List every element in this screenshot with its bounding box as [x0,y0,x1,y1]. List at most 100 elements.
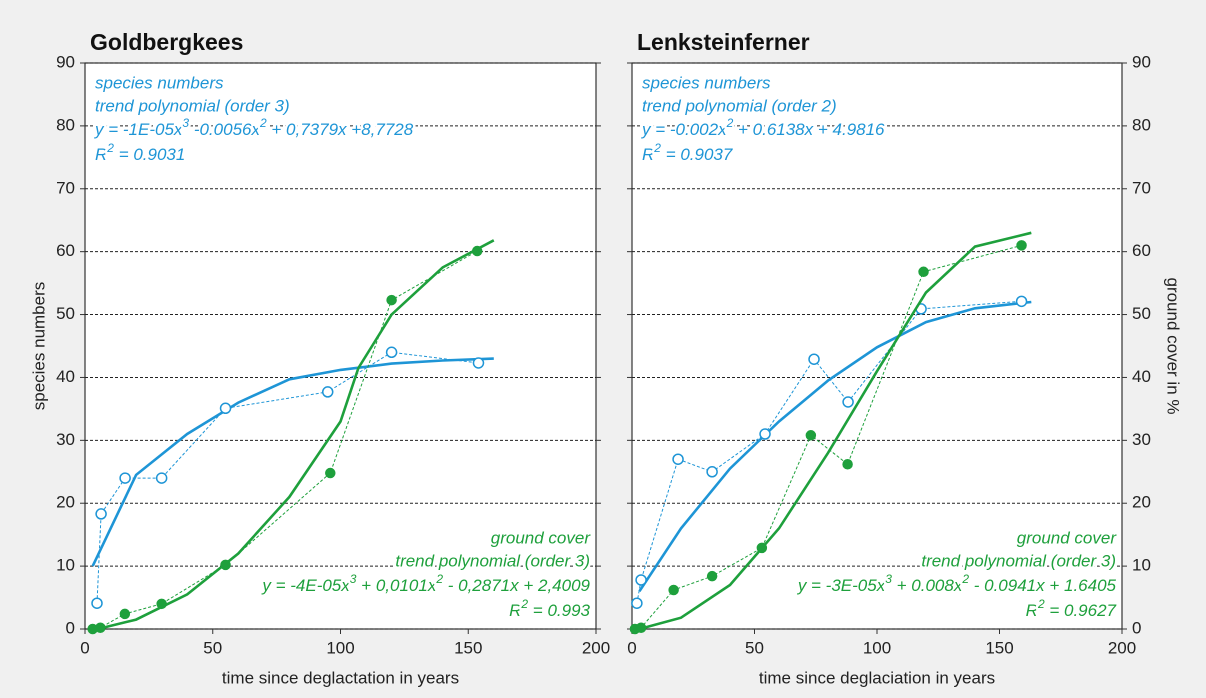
data-point [119,608,131,620]
x-tick-label: 200 [1108,638,1136,657]
y-tick-label: 40 [1132,367,1151,386]
annotation-part: 3 [885,572,892,586]
data-point [386,294,397,306]
annotation: ground cover [491,528,592,547]
y-tick-label: 20 [56,493,75,512]
data-point [385,346,398,359]
data-point [635,622,647,633]
y-tick-label: 30 [1132,430,1151,449]
y-axis-label: ground cover in % [1164,277,1183,414]
annotation-part: y = -1E-05x [94,120,183,139]
annotation-part: - 0.0941x + 1.6405 [969,576,1117,595]
annotation: trend polynomial (order 2) [642,96,837,115]
trend-line [638,300,1032,593]
x-tick-label: 50 [745,638,764,657]
annotation: R2 = 0.9627 [1026,597,1117,620]
title: Goldbergkees [90,29,243,55]
data-point [759,428,771,440]
data-point [321,386,334,398]
data-point [706,570,718,582]
data-point [472,357,485,369]
data-point [918,266,929,278]
annotation: R2 = 0.9037 [642,141,733,164]
x-tick-label: 100 [326,638,354,657]
y-tick-label: 10 [1132,556,1151,575]
y-tick-label: 0 [1132,618,1141,637]
annotation: trend polynomial (order 3) [395,551,590,570]
x-axis-label: time since deglactation in years [222,668,459,687]
annotation-part: = 0.9031 [114,145,185,164]
annotation-part: + 0.008x [892,576,963,595]
y-tick-label: 60 [1132,241,1151,260]
x-tick-label: 0 [627,638,636,657]
x-tick-label: 200 [582,638,610,657]
data-point [672,453,684,465]
annotation-part: -0.0056x [189,120,260,139]
data-point [95,622,106,633]
annotation-part: y = -0.002x [641,120,727,139]
data-point [91,597,103,609]
data-point [119,472,131,484]
data-point [842,458,853,470]
annotation-part: 2 [653,141,661,155]
y-tick-label: 20 [1132,493,1151,512]
data-point [1016,240,1027,251]
data-point [155,472,168,484]
annotation: trend polynomial (order 3) [921,551,1116,570]
data-point [156,598,167,610]
x-tick-label: 150 [985,638,1013,657]
plot-area [84,62,597,630]
data-point [842,396,854,408]
y-tick-label: 10 [56,556,75,575]
data-line [634,244,1022,630]
annotation-part: 2 [106,141,114,155]
annotation-part: y = -4E-05x [261,576,350,595]
annotation: R2 = 0.993 [509,597,590,620]
annotation: species numbers [95,73,224,92]
data-point [756,542,768,554]
annotation-part: = 0.9037 [661,145,733,164]
annotation-part: + 0,7379x +8,7728 [267,120,414,139]
y-tick-label: 50 [56,304,75,323]
annotation: trend polynomial (order 3) [95,96,290,115]
y-tick-label: 60 [56,241,75,260]
data-line [96,351,479,604]
annotation: y = -3E-05x3 + 0.008x2 - 0.0941x + 1.640… [797,572,1117,595]
annotation-part: 3 [182,116,189,130]
y-tick-label: 30 [56,430,75,449]
data-point [706,466,718,478]
y-tick-label: 80 [1132,115,1151,134]
data-point [471,245,483,257]
annotation: y = -0.002x2 + 0.6138x + 4.9816 [641,116,885,139]
data-point [325,467,336,479]
data-point [219,402,232,415]
data-point [631,597,643,609]
annotation-part: R [509,601,521,620]
y-tick-label: 90 [1132,52,1151,71]
annotation-part: = 0.993 [528,601,590,620]
x-tick-label: 100 [863,638,891,657]
data-point [1015,295,1028,308]
y-tick-label: 40 [56,367,75,386]
data-point [220,559,231,571]
data-point [635,574,647,586]
y-tick-label: 50 [1132,304,1151,323]
trend-line [91,357,494,567]
annotation-part: + 0,0101x [356,576,436,595]
annotation-part: - 0,2871x + 2,4009 [443,576,591,595]
y-tick-label: 70 [56,178,75,197]
data-point [95,508,107,520]
annotation-part: 2 [520,597,528,611]
y-tick-label: 0 [66,618,75,637]
annotation-part: R [95,145,107,164]
annotation-part: + 0.6138x + 4.9816 [733,120,885,139]
x-tick-label: 0 [80,638,89,657]
annotation-part: R [642,145,654,164]
data-point [808,353,820,365]
annotation-part: 3 [350,572,357,586]
y-tick-label: 90 [56,52,75,71]
y-tick-label: 70 [1132,178,1151,197]
annotation-part: 2 [961,572,969,586]
annotation-part: 2 [726,116,734,130]
annotation: species numbers [642,73,771,92]
